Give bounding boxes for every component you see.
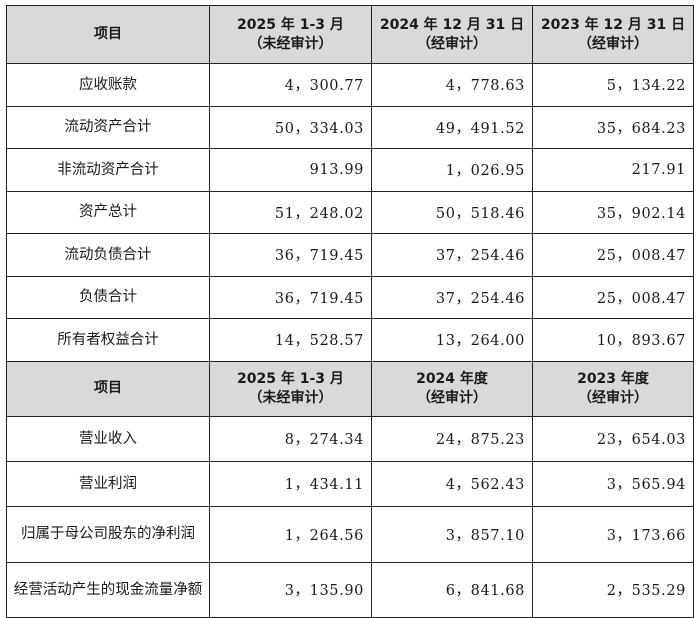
cell-value: 3，173.66: [532, 505, 694, 563]
cell-value: 13，264.00: [371, 318, 533, 362]
cell-value: 49，491.52: [371, 105, 533, 149]
cell-value: 36，719.45: [209, 275, 372, 319]
header-item: 项目: [6, 5, 210, 64]
row-label: 经营活动产生的现金流量净额: [6, 561, 210, 618]
cell-value: 50，334.03: [209, 105, 372, 149]
row-label: 营业收入: [6, 415, 210, 462]
cell-value: 51，248.02: [209, 190, 372, 234]
row-label: 归属于母公司股东的净利润: [6, 505, 210, 563]
cell-value: 10，893.67: [532, 318, 694, 362]
cell-value: 3，857.10: [371, 505, 533, 563]
cell-value: 2，535.29: [532, 561, 694, 618]
cell-value: 6，841.68: [371, 561, 533, 618]
row-label: 流动负债合计: [6, 233, 210, 277]
header-col3: 2023 年 12 月 31 日（经审计）: [532, 5, 694, 64]
row-label: 应收账款: [6, 63, 210, 107]
header-col1: 2025 年 1-3 月（未经审计）: [209, 5, 372, 64]
header-col2: 2024 年度 （经审计）: [371, 360, 533, 417]
cell-value: 5，134.22: [532, 63, 694, 107]
cell-value: 217.91: [532, 148, 694, 192]
cell-value: 24，875.23: [371, 415, 533, 462]
cell-value: 23，654.03: [532, 415, 694, 462]
table-row: 所有者权益合计 14，528.57 13，264.00 10，893.67: [6, 318, 694, 362]
cell-value: 4，300.77: [209, 63, 372, 107]
table-row: 流动资产合计 50，334.03 49，491.52 35，684.23: [6, 105, 694, 149]
table-row: 负债合计 36，719.45 37，254.46 25，008.47: [6, 275, 694, 319]
cell-value: 1，026.95: [371, 148, 533, 192]
table-row: 资产总计 51，248.02 50，518.46 35，902.14: [6, 190, 694, 234]
row-label: 负债合计: [6, 275, 210, 319]
cell-value: 1，264.56: [209, 505, 372, 563]
cell-value: 37，254.46: [371, 275, 533, 319]
cell-value: 913.99: [209, 148, 372, 192]
cell-value: 14，528.57: [209, 318, 372, 362]
cell-value: 4，778.63: [371, 63, 533, 107]
row-label: 流动资产合计: [6, 105, 210, 149]
header-col1: 2025 年 1-3 月（未经审计）: [209, 360, 372, 417]
cell-value: 25，008.47: [532, 275, 694, 319]
table-row: 非流动资产合计 913.99 1，026.95 217.91: [6, 148, 694, 192]
header-col3: 2023 年度 （经审计）: [532, 360, 694, 417]
row-label: 所有者权益合计: [6, 318, 210, 362]
cell-value: 35，902.14: [532, 190, 694, 234]
table-row: 流动负债合计 36，719.45 37，254.46 25，008.47: [6, 233, 694, 277]
table-row: 营业收入 8，274.34 24，875.23 23，654.03: [6, 415, 694, 462]
row-label: 资产总计: [6, 190, 210, 234]
table-row: 归属于母公司股东的净利润 1，264.56 3，857.10 3，173.66: [6, 505, 694, 563]
cell-value: 25，008.47: [532, 233, 694, 277]
balance-header-row: 项目 2025 年 1-3 月（未经审计） 2024 年 12 月 31 日（经…: [6, 5, 694, 64]
cell-value: 35，684.23: [532, 105, 694, 149]
row-label: 非流动资产合计: [6, 148, 210, 192]
cell-value: 36，719.45: [209, 233, 372, 277]
financial-summary-table: 项目 2025 年 1-3 月（未经审计） 2024 年 12 月 31 日（经…: [6, 5, 694, 618]
cell-value: 3，565.94: [532, 460, 694, 507]
header-item: 项目: [6, 360, 210, 417]
cell-value: 4，562.43: [371, 460, 533, 507]
row-label: 营业利润: [6, 460, 210, 507]
table-row: 经营活动产生的现金流量净额 3，135.90 6，841.68 2，535.29: [6, 561, 694, 618]
income-header-row: 项目 2025 年 1-3 月（未经审计） 2024 年度 （经审计） 2023 …: [6, 360, 694, 417]
cell-value: 37，254.46: [371, 233, 533, 277]
cell-value: 50，518.46: [371, 190, 533, 234]
cell-value: 1，434.11: [209, 460, 372, 507]
header-col2: 2024 年 12 月 31 日（经审计）: [371, 5, 533, 64]
table-row: 营业利润 1，434.11 4，562.43 3，565.94: [6, 460, 694, 507]
cell-value: 8，274.34: [209, 415, 372, 462]
cell-value: 3，135.90: [209, 561, 372, 618]
table-row: 应收账款 4，300.77 4，778.63 5，134.22: [6, 63, 694, 107]
